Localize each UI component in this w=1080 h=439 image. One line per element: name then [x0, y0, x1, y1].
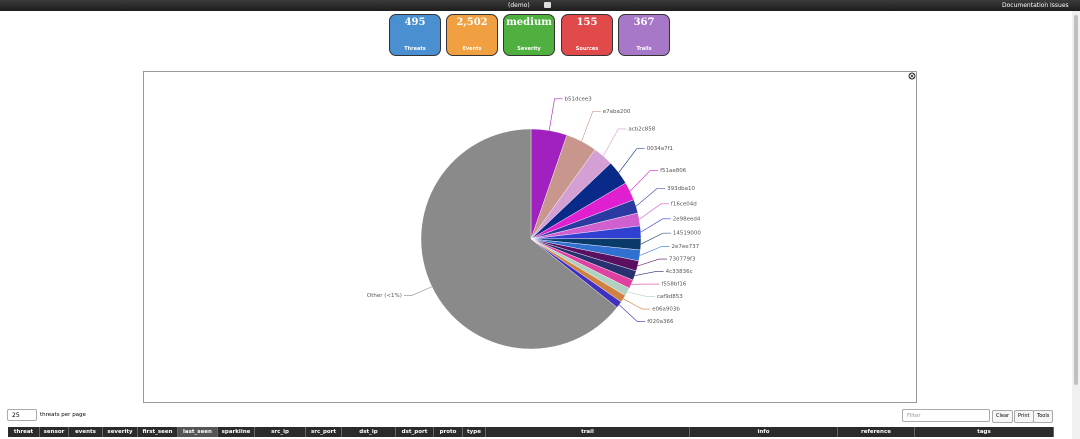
tile-value: 367: [633, 17, 655, 28]
column-header[interactable]: reference: [838, 427, 915, 437]
slice-label: 2e98eed4: [673, 216, 701, 222]
column-header[interactable]: info: [690, 427, 838, 437]
leader-line: [639, 246, 670, 256]
column-header[interactable]: sensor: [40, 427, 69, 437]
tile-label: Trails: [636, 46, 652, 52]
close-icon: [910, 74, 914, 78]
column-header[interactable]: first_seen: [138, 427, 178, 437]
leader-line: [635, 188, 666, 207]
chart-box: b51dcee3 e7aba200 acb2c858 0034a7f1 f51ae806…: [143, 71, 917, 403]
column-header[interactable]: tags: [915, 427, 1054, 437]
tile[interactable]: medium Severity: [503, 14, 555, 56]
leader-line: [623, 298, 651, 310]
leader-line: [634, 271, 664, 276]
tile[interactable]: 495 Threats: [389, 14, 441, 56]
page-size-label: threats per page: [40, 412, 86, 418]
slice-label: f51ae806: [660, 168, 687, 174]
column-header[interactable]: severity: [103, 427, 138, 437]
leader-line: [637, 258, 668, 267]
tile[interactable]: 367 Trails: [618, 14, 670, 56]
slice-label: 0034a7f1: [647, 146, 673, 152]
tile-value: medium: [506, 17, 552, 28]
leader-line: [403, 286, 433, 296]
column-header[interactable]: type: [463, 427, 486, 437]
tile-value: 155: [576, 17, 598, 28]
link[interactable]: Issues: [1050, 2, 1069, 9]
leader-line: [548, 98, 563, 131]
column-header[interactable]: events: [69, 427, 103, 437]
leader-line: [581, 111, 601, 142]
leader-line: [640, 218, 671, 233]
leader-line: [640, 232, 671, 245]
filter-input[interactable]: Filter: [902, 409, 990, 422]
tile-label: Threats: [404, 46, 426, 52]
scroll-thumb[interactable]: [1074, 15, 1078, 385]
slice-label: f16ce04d: [671, 201, 697, 207]
column-header[interactable]: dst_ip: [342, 427, 396, 437]
leader-line: [639, 203, 669, 220]
slice-label: caf9d853: [657, 294, 683, 300]
chart: b51dcee3 e7aba200 acb2c858 0034a7f1 f51ae806…: [367, 72, 916, 350]
tile-value: 495: [404, 17, 426, 28]
top-bar: (demo) Documentation | Issues: [0, 0, 1080, 11]
column-header[interactable]: proto: [434, 427, 463, 437]
page-size-select[interactable]: 25: [7, 409, 37, 421]
page-size: 25: [12, 412, 20, 419]
slice-label: f558bf16: [661, 282, 686, 288]
slice-label: b51dcee3: [565, 96, 593, 102]
calendar-icon[interactable]: [544, 2, 551, 8]
slice-label: 393dba10: [667, 186, 695, 192]
button[interactable]: Clear: [992, 410, 1014, 423]
tile-value: 2,502: [456, 17, 488, 28]
leader-line: [618, 148, 645, 173]
column-header[interactable]: threat: [8, 427, 40, 437]
table-header: threat sensor events severity first_seen last…: [8, 427, 1054, 437]
slice-label: e7aba200: [603, 109, 631, 115]
leader-line: [629, 170, 659, 192]
slice-label: e06a903b: [652, 307, 680, 313]
slice-label: 730779f3: [669, 257, 696, 263]
scrollbar[interactable]: [1072, 11, 1080, 439]
button[interactable]: Tools: [1033, 410, 1054, 423]
column-header[interactable]: dst_port: [396, 427, 434, 437]
filter-placeholder: Filter: [907, 413, 921, 419]
tile[interactable]: 155 Sources: [561, 14, 613, 56]
tile-label: Events: [462, 46, 482, 52]
column-header[interactable]: last_seen: [178, 427, 218, 437]
slice-label: 4c33836c: [666, 269, 693, 275]
leader-line: [627, 291, 655, 297]
tile[interactable]: 2,502 Events: [446, 14, 498, 56]
title: (demo): [508, 2, 530, 9]
leader-line: [602, 128, 627, 157]
pie-slice: [420, 128, 618, 350]
slice-label: 14519000: [673, 231, 701, 237]
leader-line: [618, 304, 646, 322]
column-header[interactable]: sparkline: [218, 427, 255, 437]
slice-label: Other (<1%): [367, 293, 402, 299]
button[interactable]: Print: [1014, 410, 1034, 423]
tile-label: Severity: [517, 46, 541, 52]
tile-label: Sources: [575, 46, 599, 52]
slice-label: f020a366: [647, 319, 674, 325]
column-header[interactable]: src_ip: [255, 427, 306, 437]
separator: |: [1044, 1, 1047, 8]
link[interactable]: Documentation: [1002, 2, 1049, 9]
slice-label: acb2c858: [628, 126, 655, 132]
column-header[interactable]: src_port: [306, 427, 342, 437]
slice-label: 2e7ee737: [672, 244, 700, 250]
column-header[interactable]: trail: [486, 427, 690, 437]
